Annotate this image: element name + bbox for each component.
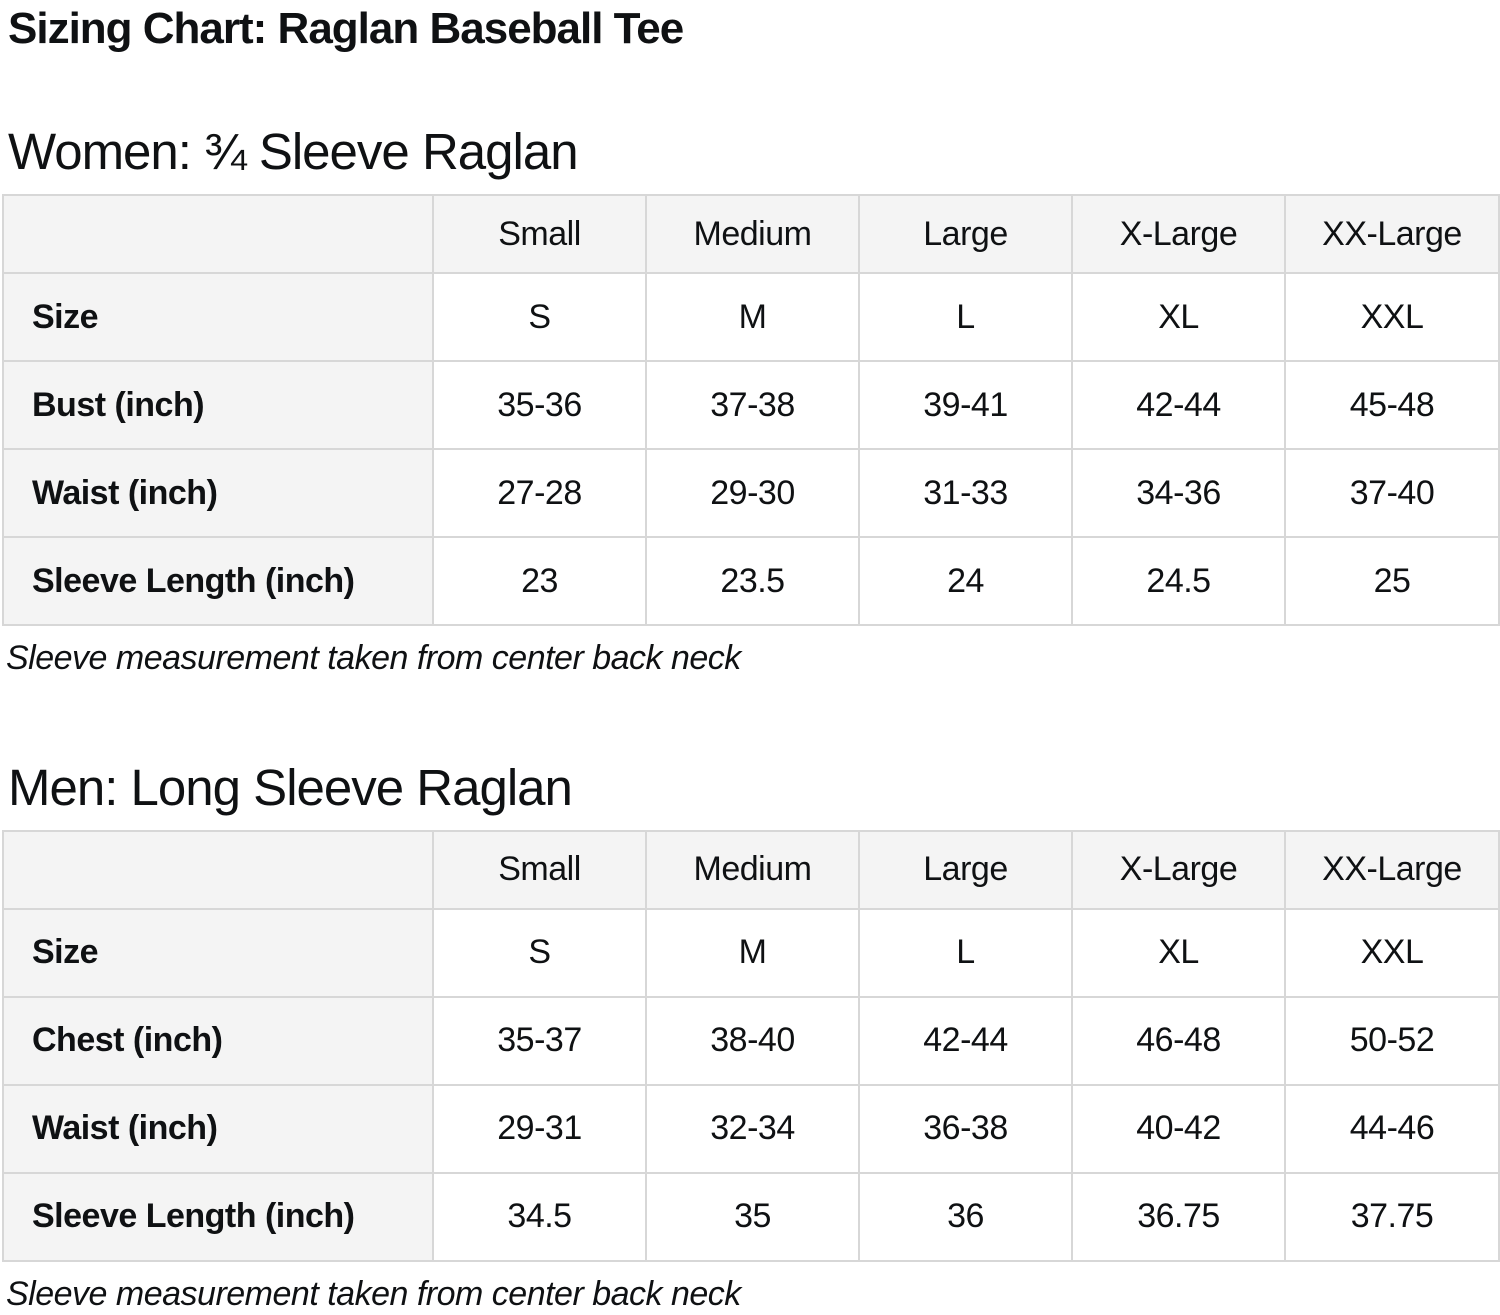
men-footnote: Sleeve measurement taken from center bac… <box>6 1274 741 1313</box>
table-cell: 31-33 <box>858 448 1073 539</box>
men-section: Men: Long Sleeve Raglan Small Medium Lar… <box>0 762 1500 1313</box>
col-header-medium: Medium <box>645 829 860 910</box>
table-cell: 42-44 <box>858 995 1073 1086</box>
men-header-row: Small Medium Large X-Large XX-Large <box>2 829 1500 910</box>
men-row-sleeve-length: Sleeve Length (inch) 34.5 35 36 36.75 37… <box>2 1171 1500 1262</box>
row-label: Chest (inch) <box>2 995 434 1086</box>
women-footnote: Sleeve measurement taken from center bac… <box>6 639 741 678</box>
table-cell: 29-31 <box>432 1083 647 1174</box>
corner-cell <box>2 194 434 275</box>
table-cell: XL <box>1071 907 1286 998</box>
table-cell: M <box>645 907 860 998</box>
row-label: Waist (inch) <box>2 1083 434 1174</box>
table-cell: 36-38 <box>858 1083 1073 1174</box>
col-header-large: Large <box>858 829 1073 910</box>
table-cell: 24.5 <box>1071 536 1286 627</box>
men-row-waist: Waist (inch) 29-31 32-34 36-38 40-42 44-… <box>2 1083 1500 1174</box>
row-label: Size <box>2 272 434 363</box>
women-section: Women: ¾ Sleeve Raglan Small Medium Larg… <box>0 126 1500 677</box>
table-cell: 37.75 <box>1284 1171 1500 1262</box>
women-row-waist: Waist (inch) 27-28 29-30 31-33 34-36 37-… <box>2 448 1500 539</box>
table-cell: 39-41 <box>858 360 1073 451</box>
table-cell: L <box>858 272 1073 363</box>
men-row-chest: Chest (inch) 35-37 38-40 42-44 46-48 50-… <box>2 995 1500 1086</box>
women-section-heading: Women: ¾ Sleeve Raglan <box>8 123 579 181</box>
table-cell: 38-40 <box>645 995 860 1086</box>
col-header-xx-large: XX-Large <box>1284 194 1500 275</box>
table-cell: 27-28 <box>432 448 647 539</box>
table-cell: 29-30 <box>645 448 860 539</box>
col-header-x-large: X-Large <box>1071 194 1286 275</box>
table-cell: M <box>645 272 860 363</box>
women-row-size: Size S M L XL XXL <box>2 272 1500 363</box>
table-cell: 24 <box>858 536 1073 627</box>
women-row-sleeve-length: Sleeve Length (inch) 23 23.5 24 24.5 25 <box>2 536 1500 627</box>
row-label: Waist (inch) <box>2 448 434 539</box>
table-cell: 23.5 <box>645 536 860 627</box>
table-cell: 45-48 <box>1284 360 1500 451</box>
col-header-xx-large: XX-Large <box>1284 829 1500 910</box>
table-cell: 46-48 <box>1071 995 1286 1086</box>
men-section-heading: Men: Long Sleeve Raglan <box>8 758 573 816</box>
col-header-x-large: X-Large <box>1071 829 1286 910</box>
col-header-large: Large <box>858 194 1073 275</box>
table-cell: XXL <box>1284 907 1500 998</box>
table-cell: 42-44 <box>1071 360 1286 451</box>
table-cell: S <box>432 272 647 363</box>
row-label: Bust (inch) <box>2 360 434 451</box>
table-cell: 50-52 <box>1284 995 1500 1086</box>
col-header-small: Small <box>432 829 647 910</box>
table-cell: L <box>858 907 1073 998</box>
table-cell: 32-34 <box>645 1083 860 1174</box>
men-size-table: Small Medium Large X-Large XX-Large Size… <box>2 829 1500 1262</box>
table-cell: 36 <box>858 1171 1073 1262</box>
table-cell: 37-40 <box>1284 448 1500 539</box>
women-row-bust: Bust (inch) 35-36 37-38 39-41 42-44 45-4… <box>2 360 1500 451</box>
women-header-row: Small Medium Large X-Large XX-Large <box>2 194 1500 275</box>
table-cell: 35-37 <box>432 995 647 1086</box>
row-label: Sleeve Length (inch) <box>2 536 434 627</box>
col-header-small: Small <box>432 194 647 275</box>
table-cell: S <box>432 907 647 998</box>
table-cell: XL <box>1071 272 1286 363</box>
table-cell: 44-46 <box>1284 1083 1500 1174</box>
table-cell: 23 <box>432 536 647 627</box>
table-cell: 34-36 <box>1071 448 1286 539</box>
row-label: Size <box>2 907 434 998</box>
table-cell: 34.5 <box>432 1171 647 1262</box>
page-title: Sizing Chart: Raglan Baseball Tee <box>8 4 684 53</box>
corner-cell <box>2 829 434 910</box>
table-cell: 25 <box>1284 536 1500 627</box>
men-row-size: Size S M L XL XXL <box>2 907 1500 998</box>
col-header-medium: Medium <box>645 194 860 275</box>
table-cell: 37-38 <box>645 360 860 451</box>
table-cell: 35-36 <box>432 360 647 451</box>
row-label: Sleeve Length (inch) <box>2 1171 434 1262</box>
table-cell: 35 <box>645 1171 860 1262</box>
table-cell: XXL <box>1284 272 1500 363</box>
women-size-table: Small Medium Large X-Large XX-Large Size… <box>2 194 1500 627</box>
table-cell: 40-42 <box>1071 1083 1286 1174</box>
table-cell: 36.75 <box>1071 1171 1286 1262</box>
